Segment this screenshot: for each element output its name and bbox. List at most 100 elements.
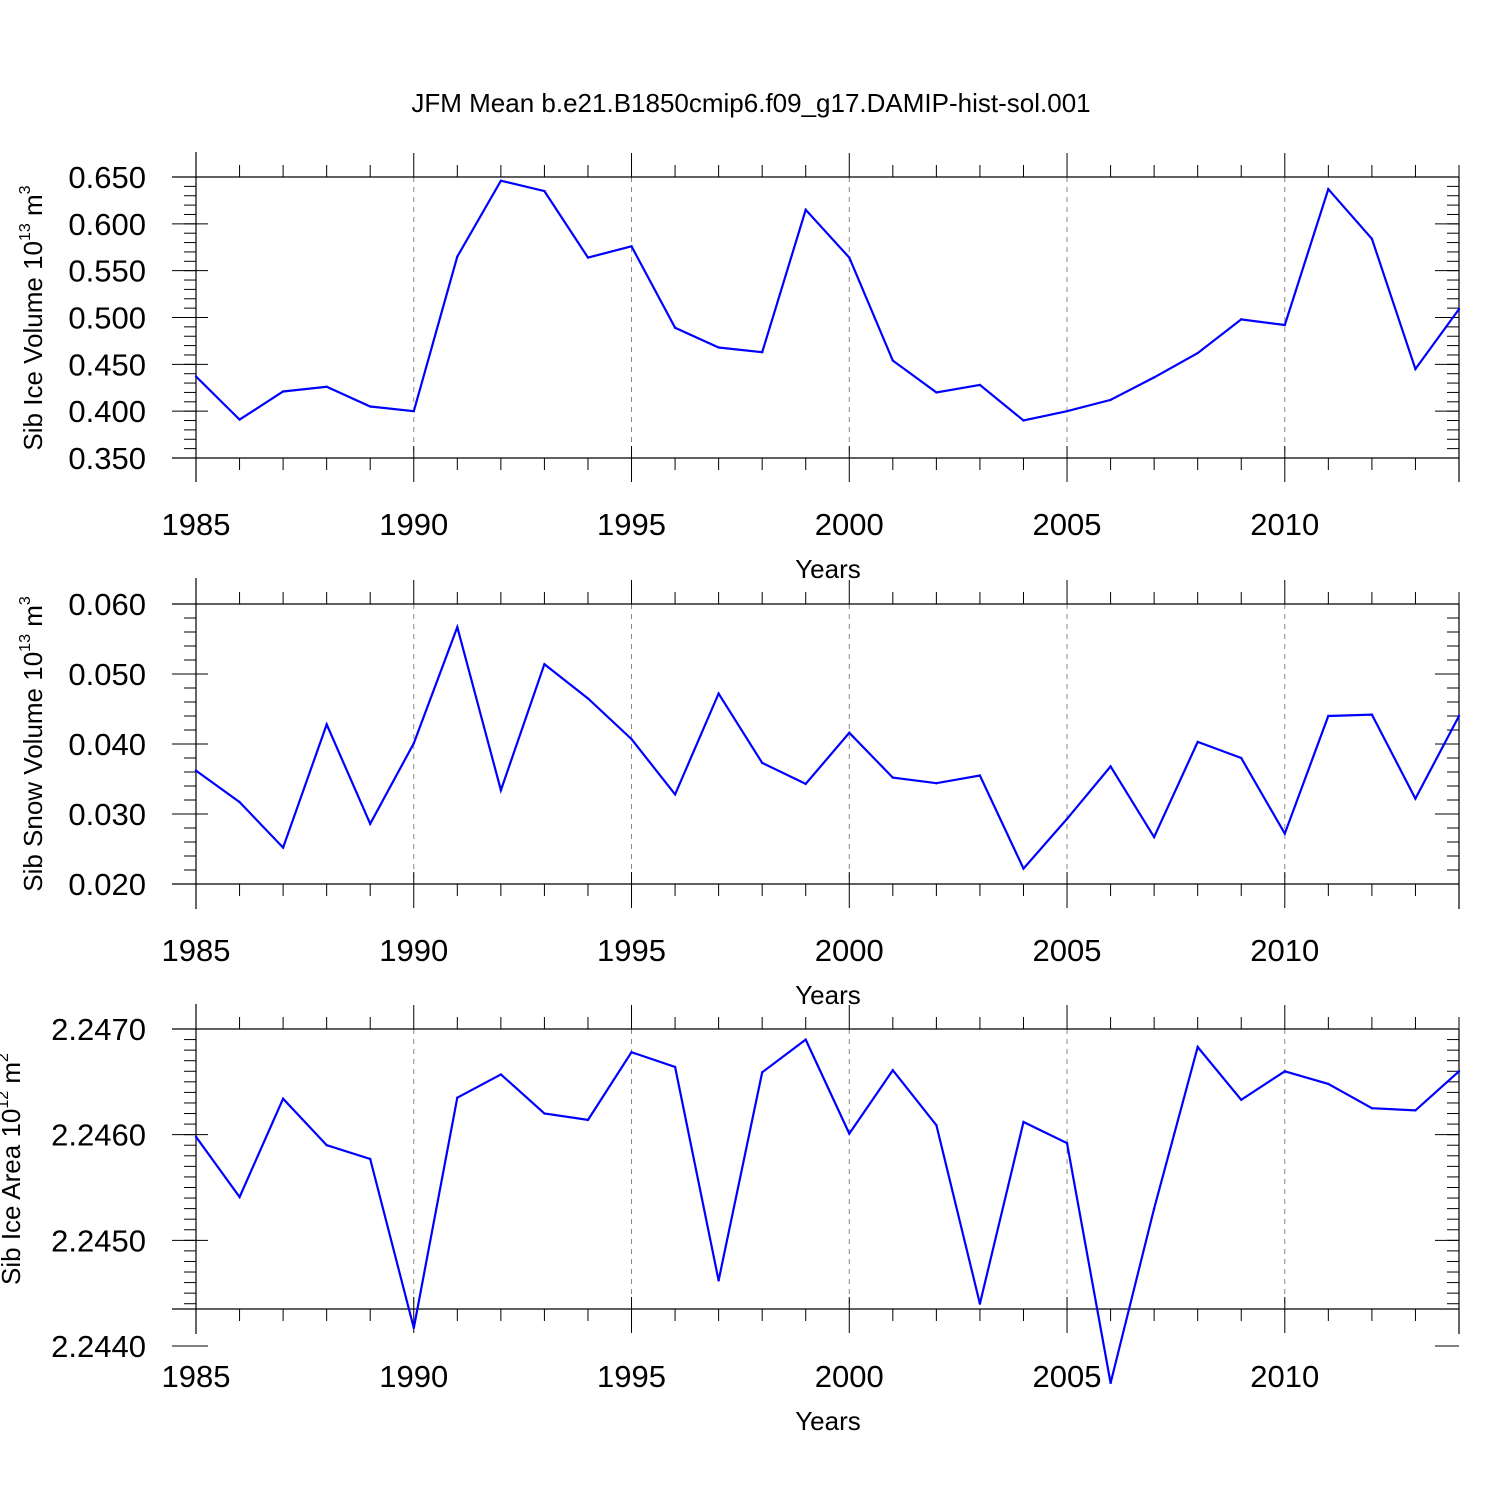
data-point (1457, 1070, 1461, 1073)
data-point (1283, 1070, 1286, 1073)
data-point (760, 1071, 764, 1074)
data-point (456, 625, 459, 629)
x-tick-label: 2000 (815, 933, 884, 968)
x-tick-label: 1990 (379, 933, 448, 968)
data-point (281, 390, 285, 393)
data-point (1370, 237, 1374, 241)
data-point (1283, 832, 1286, 835)
x-tick-label: 1995 (597, 933, 666, 968)
y-axis-label-unit-exponent: 3 (17, 185, 34, 194)
x-tick-label: 1990 (379, 1359, 448, 1394)
data-point (499, 1073, 503, 1076)
data-point (1065, 817, 1069, 821)
data-point (1457, 714, 1461, 718)
data-point (238, 1195, 241, 1199)
data-point (1414, 367, 1417, 371)
data-point (804, 1038, 807, 1041)
x-tick-label: 2005 (1033, 1359, 1102, 1394)
panel-ice-volume: 1985 1990 1995 2000 2005 2010 Years 0.350 0.400 0… (17, 152, 1461, 584)
data-point (499, 789, 503, 792)
data-point (1196, 351, 1199, 355)
data-point (804, 208, 807, 211)
data-point (717, 346, 720, 349)
data-point (935, 782, 938, 785)
y-tick-label: 2.2470 (51, 1012, 146, 1047)
data-point (369, 822, 372, 825)
data-point (848, 1132, 851, 1135)
data-point (935, 391, 938, 394)
panel-snow-volume: 1985 1990 1995 2000 2005 2010 Years 0.020 0.030 0… (17, 578, 1461, 1010)
data-point (1457, 307, 1461, 311)
y-tick-label: 0.500 (68, 301, 146, 336)
data-point (586, 1118, 590, 1122)
data-point (1152, 835, 1156, 839)
data-point (325, 385, 328, 389)
data-point (499, 179, 503, 182)
y-tick-label: 2.2440 (51, 1329, 146, 1364)
y-tick-label: 2.2450 (51, 1223, 146, 1258)
data-point (194, 769, 198, 772)
y-tick-label: 0.400 (68, 394, 146, 429)
data-point (281, 1097, 285, 1100)
y-axis-label: Sib Ice Area 1012 m2 (0, 1053, 26, 1285)
x-axis-label: Years (795, 980, 861, 1010)
y-tick-label: 2.2460 (51, 1118, 146, 1153)
data-point (1152, 1207, 1156, 1210)
data-point (238, 800, 241, 804)
data-point (1240, 1098, 1243, 1101)
y-tick-label: 0.030 (68, 797, 146, 832)
y-tick-label: 0.060 (68, 587, 146, 622)
data-point (891, 776, 895, 779)
data-point (804, 782, 807, 786)
y-tick-label: 0.050 (68, 657, 146, 692)
data-point (630, 737, 633, 741)
data-point (543, 189, 546, 193)
data-point (194, 375, 198, 378)
data-point (1065, 1141, 1069, 1145)
y-axis-label-unit-exponent: 3 (17, 596, 34, 605)
y-axis-label-text: Sib Ice Volume 10 (18, 241, 48, 451)
data-point (1414, 797, 1417, 800)
x-tick-label: 1990 (379, 507, 448, 542)
data-point (1196, 1045, 1199, 1049)
data-point (891, 359, 895, 362)
x-tick-label: 2010 (1250, 933, 1319, 968)
data-point (1327, 187, 1330, 191)
x-axis-label: Years (795, 554, 861, 584)
x-tick-label: 1995 (597, 507, 666, 542)
data-point (456, 255, 459, 258)
series-line-ice-area (195, 1037, 1460, 1384)
y-axis-label-text: Sib Ice Area 10 (0, 1109, 26, 1285)
x-tick-label: 1985 (162, 1359, 231, 1394)
y-tick-label: 0.550 (68, 254, 146, 289)
data-point (1152, 376, 1156, 379)
x-tick-label: 2010 (1250, 1359, 1319, 1394)
data-point (673, 326, 677, 330)
data-point (586, 697, 590, 700)
data-point (586, 256, 590, 259)
x-tick-label: 2000 (815, 1359, 884, 1394)
series-line-snow-volume (195, 623, 1460, 871)
data-point (1240, 756, 1243, 760)
series-line-ice-volume (195, 179, 1460, 422)
x-axis-label: Years (795, 1406, 861, 1436)
data-point (1370, 713, 1374, 716)
data-point (325, 723, 328, 726)
data-point (978, 774, 982, 777)
data-point (1109, 765, 1112, 768)
x-tick-label: 2000 (815, 507, 884, 542)
data-point (1370, 1107, 1374, 1110)
data-point (717, 1279, 720, 1282)
data-point (194, 1135, 198, 1138)
y-axis-label: Sib Ice Volume 1013 m3 (17, 185, 48, 450)
panel-ice-area: 1985 1990 1995 2000 2005 2010 Years 2.2440 2.245… (0, 1004, 1461, 1436)
data-point (673, 793, 677, 796)
y-tick-label: 0.600 (68, 207, 146, 242)
data-point (281, 846, 285, 849)
x-tick-label: 1995 (597, 1359, 666, 1394)
data-point (1065, 409, 1069, 413)
y-axis-label-unit: m (18, 605, 48, 634)
data-point (673, 1065, 677, 1069)
